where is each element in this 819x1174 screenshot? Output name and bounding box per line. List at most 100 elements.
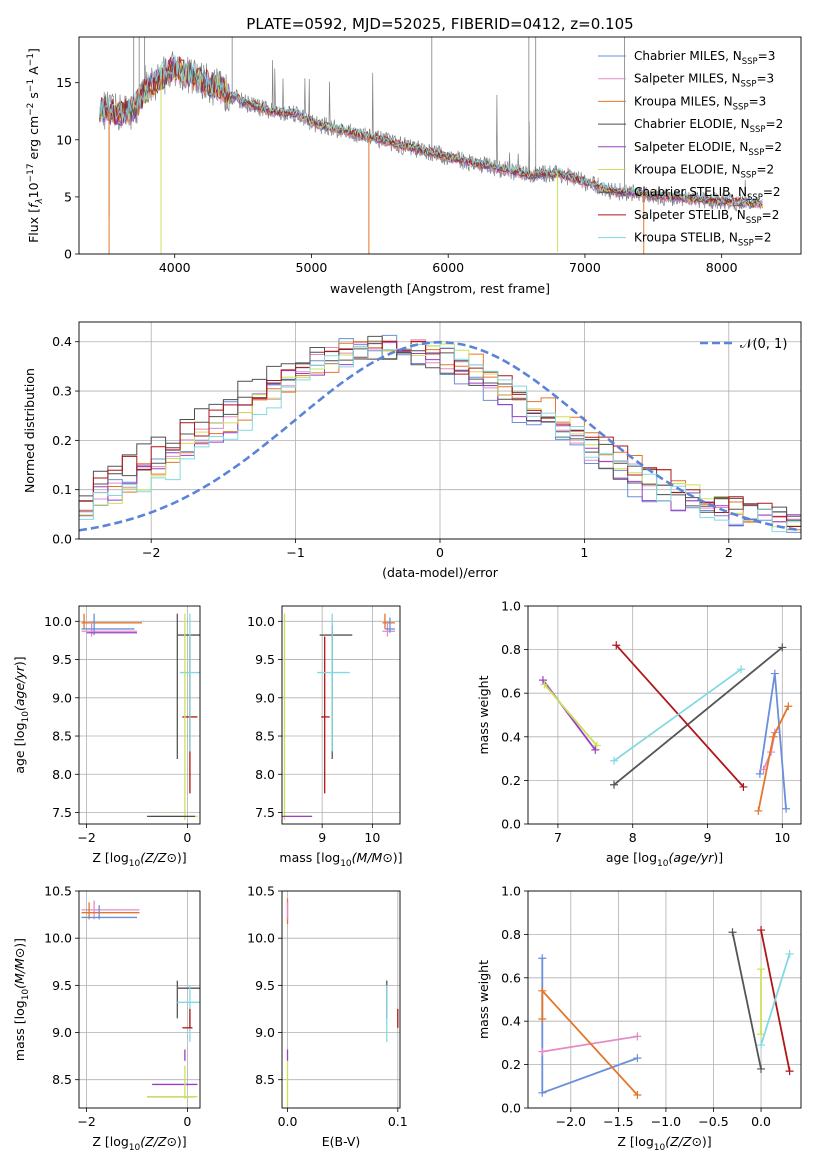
tick-label-x: 9: [704, 830, 712, 845]
tick-label-y: 10.0: [44, 614, 72, 629]
tick-label-x: −1.5: [603, 1114, 633, 1129]
weight-marker: [728, 928, 737, 937]
weight-marker: [737, 665, 746, 674]
plot-area-age_vs_mass: [282, 613, 395, 821]
tick-label-y: 0.8: [501, 642, 521, 657]
legend-label: Salpeter STELIB, NSSP=2: [634, 208, 779, 226]
tick-label-x: 7: [554, 830, 562, 845]
axis-label-y: mass weight: [476, 960, 491, 1039]
tick-label-x: −1.0: [651, 1114, 681, 1129]
tick-label-y: 8.0: [255, 767, 275, 782]
weight-marker: [538, 954, 547, 963]
legend-sub: SSP: [741, 171, 757, 181]
weight-marker: [633, 1032, 642, 1041]
label-part: age [log: [606, 850, 657, 865]
label-part: s: [26, 92, 41, 103]
legend-sub: SSP: [747, 193, 763, 203]
legend-text: =2: [766, 117, 784, 131]
legend-text: Chabrier ELODIE, N: [634, 117, 750, 131]
legend-label: Salpeter MILES, NSSP=3: [634, 72, 774, 90]
tick-label-y: 0.1: [52, 482, 72, 497]
weight-line: [613, 668, 742, 762]
label-part: −1: [26, 53, 36, 66]
weight-marker: [610, 780, 619, 789]
legend-text: Salpeter MILES, N: [634, 72, 741, 86]
tick-label-y: 9.5: [255, 978, 275, 993]
tick-label-x: 8000: [706, 260, 738, 275]
legend-sub: SSP: [733, 102, 749, 112]
tick-label-y: 0.0: [52, 532, 72, 547]
weight-marker: [538, 1047, 547, 1056]
legend-label: Kroupa MILES, NSSP=3: [634, 94, 766, 112]
weight-marker: [785, 1067, 794, 1076]
label-part: ⊙)]: [12, 938, 27, 958]
legend-text: =2: [763, 185, 781, 199]
weight-line: [615, 644, 745, 788]
label-part: λ: [35, 198, 45, 204]
weight-marker: [610, 756, 619, 765]
tick-label-y: 9.0: [255, 1025, 275, 1040]
weight-marker: [784, 702, 793, 711]
histogram-line: [79, 335, 801, 517]
label-part: (M/M: [352, 850, 383, 865]
weight-line: [541, 958, 638, 1095]
weight-marker: [770, 669, 779, 678]
label-part: ⊙)]: [166, 850, 186, 865]
label-part: −17: [26, 163, 36, 182]
tick-label-x: 0.0: [278, 1114, 298, 1129]
legend-text: =3: [749, 94, 767, 108]
label-part: ⊙)]: [382, 850, 402, 865]
label-sub: 10: [129, 1143, 141, 1153]
weight-marker: [755, 769, 764, 778]
label-sub: 10: [654, 1143, 666, 1153]
chart-spectrum: 4000 5000 6000 7000 8000 0 5 10 15 wavelength [An…: [26, 36, 802, 296]
label-part: Z [log: [92, 850, 128, 865]
label-part: Z [log: [617, 1134, 653, 1149]
legend-sub: SSP: [741, 80, 757, 90]
label-part: A: [26, 66, 41, 79]
tick-label-x: 4000: [159, 260, 191, 275]
axes-frame: [527, 890, 802, 1109]
tick-label-y: 1.0: [501, 599, 521, 614]
weight-line: [543, 683, 598, 747]
legend-text: =2: [756, 163, 774, 177]
label-part: f: [26, 202, 41, 208]
tick-label-y: 0.6: [501, 686, 521, 701]
label-part: −1: [26, 79, 36, 92]
tick-label-y: 9.5: [52, 652, 72, 667]
legend-sub: SSP: [746, 216, 762, 226]
label-part: mass [log: [279, 850, 340, 865]
tick-label-x: −2: [142, 545, 160, 560]
weight-marker: [769, 732, 778, 741]
weight-marker: [538, 1088, 547, 1097]
plot-area-age_vs_Z: [81, 613, 200, 821]
legend-text: =3: [756, 72, 774, 86]
model-spectrum-line: [99, 56, 763, 206]
tick-label-x: −2.0: [556, 1114, 586, 1129]
legend-label: 𝒩(0, 1): [740, 337, 787, 352]
label-part: (M/M: [12, 958, 27, 989]
tick-label-y: 0.8: [501, 927, 521, 942]
tick-label-y: 0.4: [52, 334, 72, 349]
tick-label-y: 8.0: [52, 767, 72, 782]
label-part: ]: [26, 48, 41, 53]
tick-label-y: 8.5: [255, 729, 275, 744]
weight-line: [613, 646, 783, 786]
tick-label-x: 0.1: [388, 1114, 408, 1129]
weight-marker: [757, 965, 766, 974]
chart-mass_vs_Z: −2 08.59.09.510.010.5Z [log10(Z/Z⊙)]mass …: [12, 884, 201, 1153]
tick-label-x: −2: [77, 830, 95, 845]
plot-area-residuals: [79, 334, 801, 533]
tick-label-y: 0.4: [501, 729, 521, 744]
tick-label-y: 1.0: [501, 884, 521, 899]
legend-label: Kroupa ELODIE, NSSP=2: [634, 163, 774, 181]
tick-label-y: 0.2: [501, 773, 521, 788]
plot-area-weight_vs_Z: [538, 926, 794, 1099]
tick-label-y: 0.3: [52, 384, 72, 399]
tick-label-x: −0.5: [698, 1114, 728, 1129]
weight-marker: [757, 1064, 766, 1073]
legend-text: Salpeter STELIB, N: [634, 208, 746, 222]
label-part: Flux [: [26, 208, 41, 243]
